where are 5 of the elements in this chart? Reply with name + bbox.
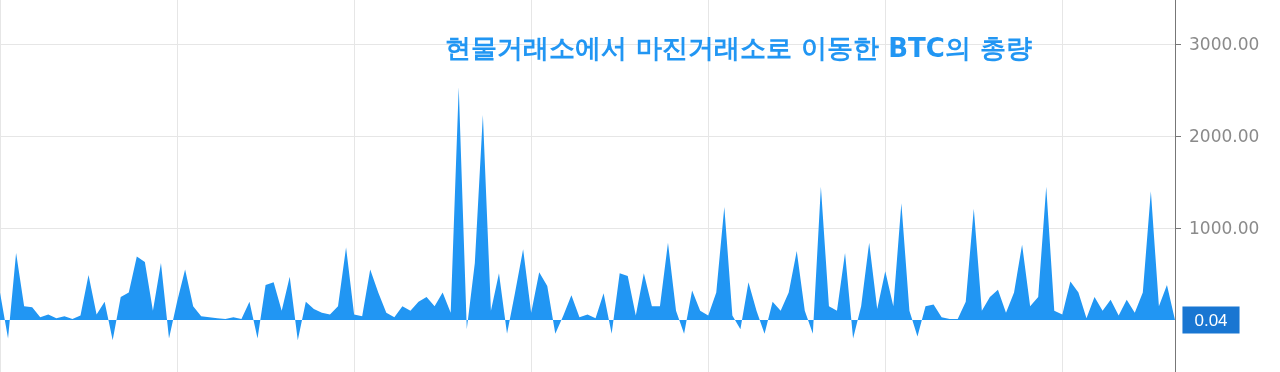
y-tick-label: 2000.00 — [1189, 126, 1260, 147]
text: 0.04 — [1194, 310, 1228, 330]
text: 현물거래소에서 마진거래소로 이동한 BTC의 총량 — [445, 33, 1032, 63]
y-tick-label: 1000.00 — [1189, 218, 1260, 239]
y-tick-label: 3000.00 — [1189, 34, 1260, 55]
